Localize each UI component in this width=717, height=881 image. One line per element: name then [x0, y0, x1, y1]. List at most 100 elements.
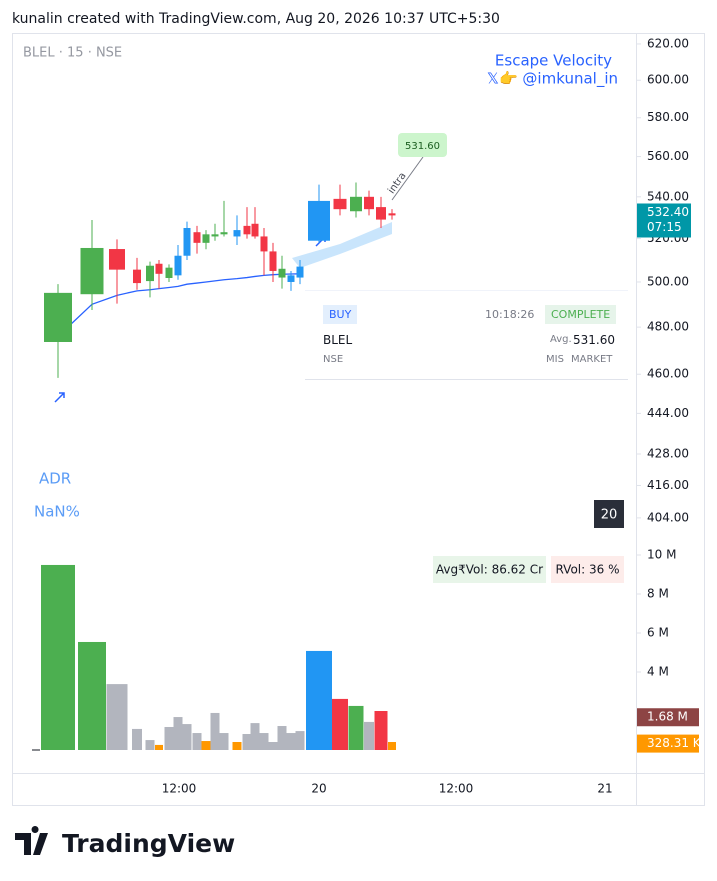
target-box — [398, 133, 447, 157]
candle-body — [109, 249, 125, 270]
volume-bar — [219, 733, 229, 750]
ma-line — [57, 273, 301, 337]
symbol: BLEL · 15 · NSE — [23, 46, 122, 61]
candle-body — [269, 251, 277, 271]
volume-bar — [182, 724, 192, 750]
y-tick-label: 10 M — [647, 548, 676, 562]
order-type: MARKET — [571, 354, 613, 365]
candle-body — [146, 265, 154, 282]
x-tick-label: 12:00 — [439, 782, 474, 796]
volume-bar — [78, 641, 106, 750]
candle-body — [183, 227, 191, 256]
volume-bar — [132, 728, 142, 750]
rvol: RVol: 36 % — [556, 563, 620, 577]
order-avg-label: Avg. — [550, 334, 572, 345]
target-line — [391, 156, 424, 201]
volume-bar — [295, 731, 305, 750]
order-symbol: BLEL — [323, 333, 353, 347]
candle-body — [260, 236, 268, 252]
volume-bar — [210, 712, 220, 750]
adr-label: ADR — [39, 470, 71, 488]
order-side: BUY — [323, 305, 358, 324]
y-tick-label: 444.00 — [647, 406, 689, 420]
footer: TradingView — [62, 829, 235, 858]
volume-bar — [106, 684, 128, 750]
target-note: intra — [386, 171, 408, 196]
volume-bar — [259, 733, 269, 750]
candle-body — [220, 232, 228, 235]
y-tick-label: 500.00 — [647, 274, 689, 288]
volume-bar — [173, 717, 183, 750]
y-tick-label: 404.00 — [647, 510, 689, 524]
volume-bar — [250, 723, 260, 750]
candle-body — [251, 223, 259, 237]
volume-bar — [232, 742, 242, 750]
candle-body — [350, 196, 362, 212]
volume-bar — [192, 733, 202, 750]
candle-body — [133, 269, 141, 284]
candle-body — [211, 234, 219, 237]
y-tick-label: 8 M — [647, 587, 669, 601]
candle-body — [333, 198, 347, 210]
volume-bar — [242, 734, 252, 750]
volume-bar — [145, 740, 155, 750]
volume-marker-label: 1.68 M — [647, 710, 688, 724]
last-price-label: 532.40 — [647, 205, 689, 219]
y-tick-label: 480.00 — [647, 320, 689, 334]
x-tick-label: 20 — [311, 782, 326, 796]
watermark-title: Escape Velocity — [495, 52, 612, 70]
order-status: COMPLETE — [545, 305, 617, 324]
volume-bar — [268, 742, 278, 750]
candle-body — [388, 213, 396, 216]
volume-marker-box — [637, 708, 699, 727]
avg-vol: Avg₹Vol: 86.62 Cr — [436, 563, 543, 577]
order-avg: 531.60 — [573, 333, 615, 347]
volume-bar — [306, 650, 332, 750]
candle-body — [193, 232, 201, 243]
logo-icon — [15, 826, 48, 855]
volume-bar — [201, 741, 211, 750]
y-tick-label: 580.00 — [647, 110, 689, 124]
y-tick-label: 428.00 — [647, 447, 689, 461]
x-tick-label: 21 — [597, 782, 612, 796]
volume-bar — [374, 711, 388, 750]
volume-bar — [364, 721, 374, 750]
volume-marker-box — [637, 734, 699, 753]
order-card: BUY 10:18:26 COMPLETE BLEL Avg. 531.60 N… — [305, 290, 628, 380]
header: kunalin created with TradingView.com, Au… — [12, 11, 500, 27]
candle-body — [155, 263, 163, 274]
volume-bar — [388, 742, 396, 750]
countdown: 07:15 — [647, 220, 682, 234]
y-tick-label: 540.00 — [647, 189, 689, 203]
volume-bar — [277, 726, 287, 750]
order-time: 10:18:26 — [485, 308, 535, 321]
volume-bar — [286, 733, 296, 750]
watermark-handle: 𝕏👉 @imkunal_in — [487, 70, 618, 89]
volume-bar — [164, 726, 174, 750]
candle-body — [174, 255, 182, 276]
y-tick-label: 560.00 — [647, 149, 689, 163]
order-exchange: NSE — [323, 354, 344, 365]
rvol-box — [551, 556, 624, 583]
logo: TradingView — [15, 826, 235, 858]
x-tick-label: 12:00 — [162, 782, 197, 796]
cloud — [292, 222, 392, 268]
candle-body — [296, 266, 304, 278]
y-tick-label: 460.00 — [647, 367, 689, 381]
y-tick-label: 4 M — [647, 665, 669, 679]
y-tick-label: 620.00 — [647, 36, 689, 50]
candle-body — [165, 267, 173, 278]
last-price-box — [637, 203, 691, 238]
avg-vol-box — [433, 556, 546, 583]
adr-value: NaN% — [34, 503, 80, 521]
arrow-icon — [54, 392, 65, 403]
volume-marker-label: 328.31 K — [647, 736, 702, 750]
y-tick-label: 600.00 — [647, 73, 689, 87]
candle-body — [308, 200, 330, 241]
frame — [12, 33, 705, 806]
candle-body — [376, 207, 386, 220]
volume-bar — [332, 698, 348, 750]
candle-body — [278, 268, 286, 278]
